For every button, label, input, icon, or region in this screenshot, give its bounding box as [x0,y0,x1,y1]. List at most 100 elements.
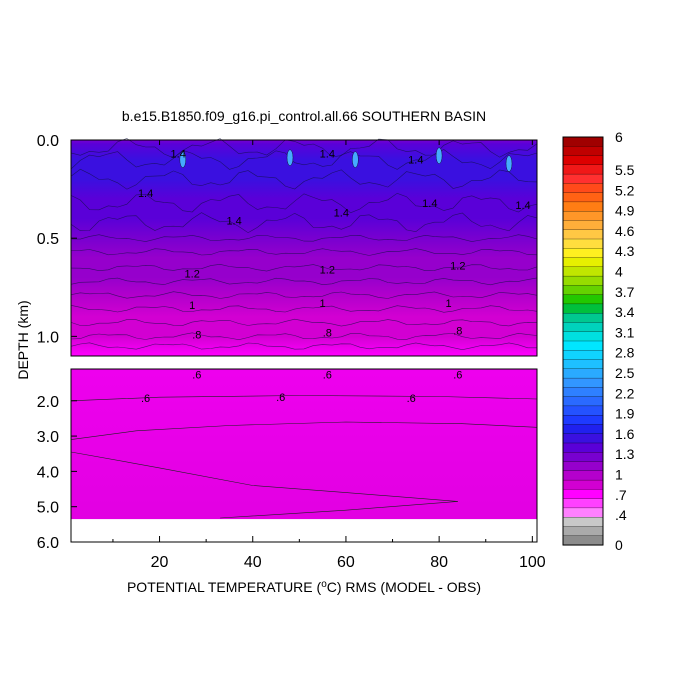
colorbar-swatch [562,313,604,323]
colorbar-swatch [562,517,604,527]
colorbar-label: 4.9 [615,203,635,219]
colorbar-swatch [562,470,604,481]
colorbar-swatch [562,535,604,546]
colorbar-swatch [562,461,604,472]
colorbar-swatch [562,340,604,351]
upper-panel-frame [70,139,538,357]
colorbar-swatch [562,331,604,342]
contour-line [220,501,458,519]
contour-line [70,318,538,327]
colorbar-label: 2.2 [615,385,635,401]
contour-line [70,451,458,502]
contour-patch [352,151,359,168]
colorbar-swatch [562,377,604,388]
colorbar-label: 1 [615,467,623,483]
colorbar-label: 4.6 [615,223,635,239]
colorbar-label: 2.8 [615,345,635,361]
colorbar-swatch [562,424,604,435]
x-tick-label: 60 [337,554,355,571]
colorbar-swatch [562,248,604,259]
upper-panel: 1.4 1.4 1.4 1.4 1.4 1.4 1.4 1.4 1.2 1.2 1.2 1 1 1 .8 .8… [70,138,538,357]
contour-label: 1 [189,300,195,312]
x-axis-label: POTENTIAL TEMPERATURE (oC) RMS (MODEL - … [127,579,481,595]
y-tick-label: 5.0 [37,500,59,517]
x-tick-label: 20 [151,554,169,571]
colorbar-swatch [562,303,604,314]
contour-line [70,248,538,256]
y-tick-label: 2.0 [37,394,59,411]
x-axis-label-unit: C) RMS (MODEL - OBS) [327,579,481,595]
colorbar-swatch [562,275,604,286]
colorbar-swatch [562,285,604,296]
colorbar-label: .4 [615,507,627,523]
contour-line [70,212,538,234]
contour-label: 1.4 [334,208,349,220]
colorbar-swatch [562,173,604,184]
contour-label: .8 [323,327,332,339]
upper-panel-field [71,140,537,356]
y-tick-label: 0.5 [37,231,59,248]
y-tick-label: 0.0 [37,133,59,150]
colorbar-swatch [562,183,604,194]
contour-label: .6 [141,393,150,405]
contour-line [70,332,538,341]
contour-label: 1.4 [320,149,335,161]
contour-line [70,263,538,272]
chart-title: b.e15.B1850.f09_g16.pi_control.all.66 SO… [122,108,486,124]
colorbar-swatch [562,359,604,370]
colorbar-swatch [562,136,604,147]
lower-contour-labels: .6 .6 .6 .6 .6 .6 [141,369,462,405]
contour-patch [179,151,187,168]
colorbar-swatch [562,211,604,221]
x-tick-label: 80 [430,554,448,571]
colorbar-swatch [562,442,604,453]
lower-panel: .6 .6 .6 .6 .6 .6 [70,368,538,543]
contour-label: .6 [407,393,416,405]
contour-label: 1.2 [185,269,200,281]
colorbar-label: 2.5 [615,365,635,381]
contour-line [70,149,538,170]
colorbar-swatch [562,368,604,379]
contour-label: .6 [192,369,201,381]
colorbar-swatch [562,387,604,398]
colorbar-swatch [562,192,604,203]
colorbar-label: 4.3 [615,243,635,259]
colorbar-swatch [562,433,604,444]
contour-line [70,421,538,440]
contour-label: .6 [453,369,462,381]
contour-label: 1 [320,298,326,310]
colorbar-swatch [562,498,604,509]
contour-label: 1 [445,298,451,310]
colorbar-label: 1.3 [615,446,635,462]
colorbar: 6 5.5 5.2 4.9 4.6 4.3 4 3.7 3.4 3.1 2.8 2.5 2.2 1.9 1.… [562,129,635,553]
contour-label: .8 [453,326,462,338]
x-axis-label-main: POTENTIAL TEMPERATURE ( [127,579,322,595]
colorbar-swatch [562,405,604,416]
y-tick-label: 1.0 [37,329,59,346]
contour-line [70,168,538,190]
colorbar-swatch [562,322,604,333]
colorbar-label: 0 [615,537,623,553]
colorbar-swatch [562,164,604,175]
colorbar-label: 4 [615,264,623,280]
colorbar-swatch [562,229,604,240]
upper-contour-labels: 1.4 1.4 1.4 1.4 1.4 1.4 1.4 1.4 1.2 1.2 1.2 1 1 1 .8 .8… [138,149,531,342]
contour-label: 1.4 [515,200,530,212]
colorbar-label: 5.5 [615,162,635,178]
colorbar-swatch [562,489,604,500]
colorbar-label: 3.4 [615,304,635,320]
colorbar-swatch [562,146,604,157]
colorbar-label: 1.6 [615,426,635,442]
colorbar-frame [562,136,604,546]
contour-label: 1.2 [320,265,335,277]
y-tick-label: 3.0 [37,429,59,446]
colorbar-swatch [562,220,604,231]
colorbar-label: 5.2 [615,182,635,198]
upper-contour-lines [70,138,538,351]
y-axis: 0.0 0.5 1.0 2.0 3.0 4.0 5.0 6.0 [37,133,77,552]
contour-label: 1.2 [450,261,465,273]
contour-line [70,342,537,351]
colorbar-swatch [562,396,604,407]
contour-label: .8 [192,329,201,341]
colorbar-swatch [562,479,604,490]
